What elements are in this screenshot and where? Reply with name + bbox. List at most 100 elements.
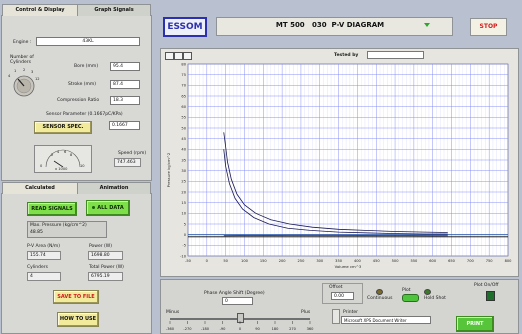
max-pressure-label: Max. Pressure (kg/cm^2) bbox=[30, 222, 106, 229]
tested-by-field[interactable] bbox=[367, 51, 424, 59]
compression-field[interactable]: 18.3 bbox=[110, 96, 140, 105]
slider-tick-label: 90 bbox=[255, 327, 260, 331]
graph-tool-zoom-icon[interactable] bbox=[165, 52, 174, 60]
plot-onoff-label: Plot On/Off bbox=[474, 283, 498, 288]
y-tick-label: 5 bbox=[184, 222, 186, 226]
hold-shot-label: Hold Shot bbox=[424, 296, 446, 301]
cylinders-count-field: 4 bbox=[27, 272, 61, 281]
plus-label: Plus bbox=[301, 310, 310, 315]
printer-spinner[interactable] bbox=[332, 309, 340, 324]
y-tick-label: 35 bbox=[181, 158, 186, 162]
x-tick-label: 500 bbox=[392, 259, 400, 263]
knob-tick-1: 1 bbox=[14, 69, 16, 73]
x-tick-label: 100 bbox=[241, 259, 249, 263]
knob-tick-4: 4 bbox=[8, 74, 11, 78]
stroke-field[interactable]: 87.4 bbox=[110, 80, 140, 89]
y-tick-label: -10 bbox=[180, 254, 187, 258]
all-data-led-icon bbox=[92, 206, 95, 209]
offset-field[interactable]: 0.00 bbox=[331, 292, 354, 300]
bore-label: Bore (mm) bbox=[74, 64, 98, 69]
tab-control-display[interactable]: Control & Display bbox=[2, 4, 78, 16]
graph-tool-cursor-icon[interactable] bbox=[183, 52, 192, 60]
sensor-value-field[interactable]: 0.1667 bbox=[109, 121, 140, 130]
slider-tick-label: 360 bbox=[307, 327, 315, 331]
all-data-label: ALL DATA bbox=[97, 205, 124, 211]
phase-angle-field[interactable]: 0 bbox=[222, 297, 253, 305]
slider-tick-label: -270 bbox=[183, 327, 192, 331]
y-tick-label: 25 bbox=[181, 180, 186, 184]
all-data-button[interactable]: ALL DATA bbox=[86, 200, 130, 216]
how-to-use-button[interactable]: HOW TO USE bbox=[57, 312, 99, 327]
read-signals-button[interactable]: READ SIGNALS bbox=[27, 202, 77, 216]
power-label: Power (W) bbox=[89, 244, 112, 249]
title-dropdown-arrow-icon[interactable] bbox=[424, 23, 430, 27]
y-tick-label: 55 bbox=[181, 116, 186, 120]
y-tick-label: 70 bbox=[181, 84, 186, 88]
continuous-led-icon[interactable] bbox=[376, 289, 383, 295]
x-tick-label: 50 bbox=[223, 259, 228, 263]
printer-field[interactable]: Microsoft XPS Document Writer bbox=[341, 316, 431, 324]
essom-logo: ESSOM bbox=[163, 17, 207, 37]
compression-label: Compression Ratio bbox=[57, 98, 99, 103]
slider-tick-label: -90 bbox=[220, 327, 227, 331]
engine-field[interactable]: 43KL bbox=[36, 37, 140, 46]
x-tick-label: 750 bbox=[486, 259, 494, 263]
knob-tick-12: 12 bbox=[35, 77, 40, 81]
tab-animation[interactable]: Animation bbox=[77, 182, 151, 194]
cylinders-knob[interactable]: 4 1 2 3 12 bbox=[5, 68, 45, 102]
x-tick-label: 700 bbox=[467, 259, 475, 263]
x-tick-label: 600 bbox=[429, 259, 437, 263]
graph-tool-pan-icon[interactable] bbox=[174, 52, 183, 60]
page-title: MT 500 030 P-V DIAGRAM bbox=[250, 21, 410, 29]
gauge-tick-10: 10 bbox=[80, 164, 85, 168]
save-to-file-button[interactable]: SAVE TO FILE bbox=[53, 290, 99, 304]
total-power-field: 6795.19 bbox=[88, 272, 123, 281]
y-tick-label: 30 bbox=[181, 169, 186, 173]
tab-calculated[interactable]: Calculated bbox=[2, 182, 78, 194]
knob-tick-3: 3 bbox=[31, 70, 33, 74]
y-tick-label: 80 bbox=[181, 62, 186, 66]
engine-label: Engine : bbox=[13, 40, 31, 45]
hold-shot-led-icon[interactable] bbox=[424, 289, 431, 295]
y-tick-label: 75 bbox=[181, 73, 186, 77]
max-pressure-value: 48.85 bbox=[30, 229, 106, 236]
gauge-multiplier: x 1000 bbox=[55, 167, 68, 171]
plot-onoff-toggle[interactable] bbox=[486, 291, 495, 301]
speed-field: 747.463 bbox=[114, 158, 141, 167]
continuous-label: Continuous bbox=[367, 296, 392, 301]
pv-area-field: 155.74 bbox=[27, 251, 61, 260]
minus-label: Minus bbox=[166, 310, 179, 315]
y-tick-label: 15 bbox=[181, 201, 186, 205]
pv-area-label: P-V Area (N/m) bbox=[27, 244, 60, 249]
gauge-tick-2: 2 bbox=[51, 153, 53, 157]
knob-tick-2: 2 bbox=[23, 68, 25, 72]
x-tick-label: 800 bbox=[505, 259, 513, 263]
y-tick-label: 65 bbox=[181, 94, 186, 98]
tab-graph-signals[interactable]: Graph Signals bbox=[77, 4, 151, 16]
total-power-label: Total Power (W) bbox=[89, 265, 124, 270]
speed-gauge: 2 4 6 8 0 10 x 1000 bbox=[36, 147, 90, 172]
y-tick-label: 60 bbox=[181, 105, 186, 109]
gauge-tick-0: 0 bbox=[40, 164, 43, 168]
slider-tick-label: 270 bbox=[289, 327, 297, 331]
stroke-label: Stroke (mm) bbox=[68, 82, 96, 87]
x-tick-label: 250 bbox=[298, 259, 306, 263]
slider-tick-label: -180 bbox=[201, 327, 210, 331]
x-tick-label: 150 bbox=[260, 259, 268, 263]
plot-label: Plot bbox=[402, 288, 410, 293]
print-button[interactable]: PRINT bbox=[456, 316, 494, 332]
y-tick-label: 40 bbox=[181, 148, 186, 152]
bore-field[interactable]: 95.4 bbox=[110, 62, 140, 71]
sensor-spec-button[interactable]: SENSOR SPEC. bbox=[34, 121, 92, 134]
y-tick-label: 45 bbox=[181, 137, 186, 141]
slider-tick-label: 0 bbox=[239, 327, 242, 331]
speed-label: Speed (rpm) bbox=[118, 151, 146, 156]
x-tick-label: 300 bbox=[316, 259, 324, 263]
plot-mode-toggle[interactable] bbox=[402, 294, 419, 302]
y-tick-label: 10 bbox=[181, 212, 186, 216]
gauge-tick-8: 8 bbox=[70, 153, 73, 157]
stop-button[interactable]: STOP bbox=[470, 18, 507, 36]
